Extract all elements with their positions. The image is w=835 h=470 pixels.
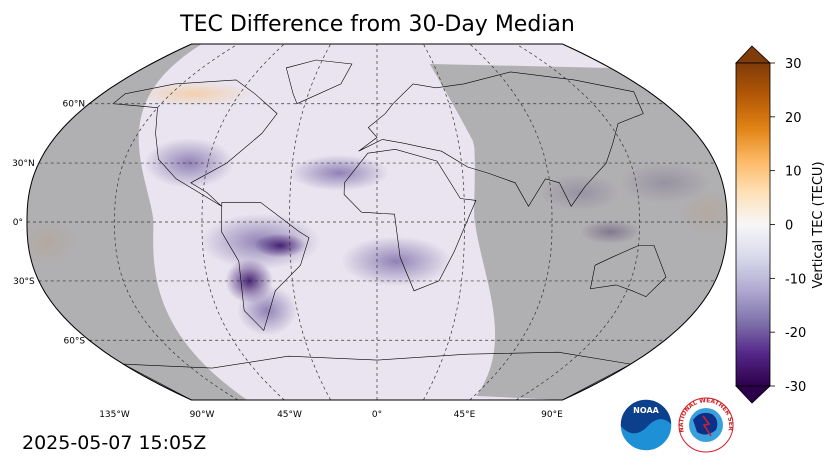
graticule-lines (27, 44, 727, 400)
longitude-label: 90°E (541, 410, 563, 420)
longitude-label: 45°W (277, 410, 302, 420)
continent-outline (590, 245, 667, 298)
longitude-label: 135°W (99, 410, 130, 420)
colorbar-max-extension (735, 45, 772, 64)
meridian-line (114, 44, 239, 400)
continent-outline (123, 351, 632, 400)
meridian-line (469, 44, 553, 400)
latitude-label: 30°N (12, 159, 35, 169)
colorbar-label: Vertical TEC (TECU) (811, 161, 826, 288)
continent-outline (343, 148, 477, 292)
colorbar-tick-label: 30 (785, 57, 802, 72)
longitude-label: 45°E (454, 410, 476, 420)
latitude-label: 60°S (63, 336, 85, 346)
continent-outline (285, 59, 353, 105)
colorbar-tick-label: -30 (785, 380, 806, 395)
world-map (26, 43, 728, 401)
map-border (26, 43, 728, 401)
continent-outline (358, 71, 644, 207)
colorbar-tick-label: 20 (785, 111, 802, 126)
tec-anomaly-region (237, 285, 298, 336)
colorbar-tick-label: 10 (785, 165, 802, 180)
tec-anomaly-region (254, 233, 307, 258)
meridian-line (515, 44, 640, 400)
night-side-shading (27, 44, 727, 400)
colorbar: 30 20 10 0 -10 -20 -30 Vertical TEC (TECU) (735, 45, 826, 404)
colorbar-min-extension (735, 385, 772, 404)
colorbar-tick-label: -20 (785, 326, 806, 341)
latitude-label: 0° (13, 218, 23, 228)
longitude-label: 0° (372, 410, 382, 420)
colorbar-ticks: 30 20 10 0 -10 -20 -30 (770, 57, 806, 395)
longitude-labels: 135°W90°W45°W0°45°E90°E135°E (99, 410, 653, 420)
timestamp: 2025-05-07 15:05Z (22, 432, 207, 454)
continent-outline (112, 79, 278, 207)
tec-anomaly-region (288, 154, 389, 191)
longitude-label: 90°W (190, 410, 215, 420)
noaa-logo-text: NOAA (633, 406, 659, 415)
meridian-line (201, 44, 285, 400)
tec-anomaly-region (341, 236, 452, 287)
noaa-logo: NOAA (619, 398, 673, 452)
colorbar-tick-label: 0 (785, 219, 793, 234)
latitude-label: 30°S (13, 277, 35, 287)
latitude-labels: 60°N 30°N 0° 30°S 60°S (12, 100, 85, 347)
chart-title: TEC Difference from 30-Day Median (180, 12, 575, 37)
latitude-label: 60°N (62, 100, 85, 110)
colorbar-bar (735, 62, 771, 387)
colorbar-tick-label: -10 (785, 272, 806, 287)
tec-anomaly-region (133, 81, 254, 106)
